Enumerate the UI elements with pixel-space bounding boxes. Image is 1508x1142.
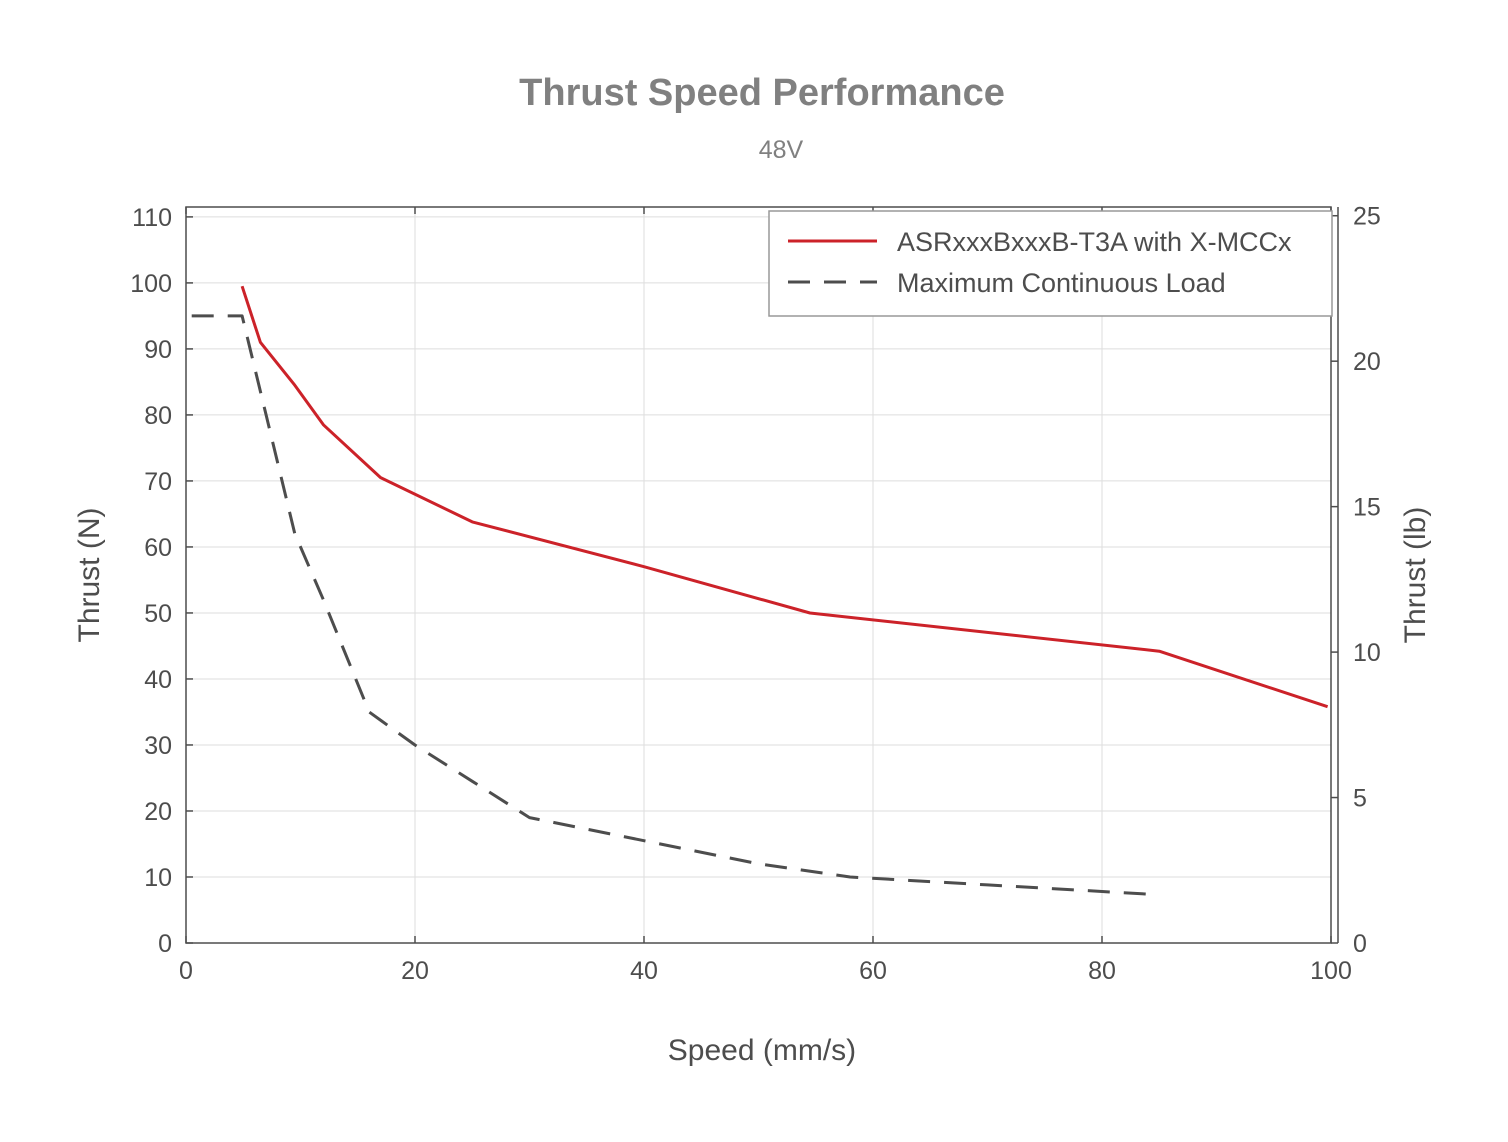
y-tick-label: 90 bbox=[144, 336, 172, 364]
grid-lines bbox=[185, 207, 1332, 944]
y-tick-label: 0 bbox=[158, 930, 172, 958]
y-axis-label: Thrust (N) bbox=[73, 508, 106, 643]
legend-box bbox=[768, 210, 1333, 317]
plot-frame bbox=[185, 206, 1332, 944]
y-tick-label: 50 bbox=[144, 600, 172, 628]
x-tick-label: 40 bbox=[630, 957, 658, 985]
x-tick-label: 20 bbox=[401, 957, 429, 985]
legend-label-series-1: ASRxxxBxxxB-T3A with X-MCCx bbox=[897, 227, 1292, 257]
y-tick-label: 100 bbox=[130, 270, 172, 298]
y-tick-label: 60 bbox=[144, 534, 172, 562]
chart-title: Thrust Speed Performance bbox=[519, 72, 1005, 114]
y-axis-right-label: Thrust (lb) bbox=[1399, 507, 1432, 644]
x-tick-label: 100 bbox=[1310, 957, 1352, 985]
y-right-tick-label: 0 bbox=[1353, 930, 1367, 958]
legend-label-series-2: Maximum Continuous Load bbox=[897, 268, 1226, 298]
y-tick-label: 20 bbox=[144, 798, 172, 826]
series-layer bbox=[191, 285, 1329, 897]
y-right-tick-label: 10 bbox=[1353, 639, 1381, 667]
y-tick-label: 40 bbox=[144, 666, 172, 694]
x-tick-label: 60 bbox=[859, 957, 887, 985]
y-right-tick-label: 25 bbox=[1353, 203, 1381, 231]
y-right-tick-label: 15 bbox=[1353, 494, 1381, 522]
x-tick-label: 0 bbox=[179, 957, 193, 985]
axis-ticks: 0 20 40 60 80 1000102030405060708090100110051… bbox=[130, 203, 1381, 985]
y-tick-label: 10 bbox=[144, 864, 172, 892]
y-tick-label: 80 bbox=[144, 402, 172, 430]
y-tick-label: 110 bbox=[132, 204, 172, 232]
series-line-2 bbox=[191, 314, 1160, 897]
x-axis-label: Speed (mm/s) bbox=[668, 1034, 856, 1067]
series-line-1 bbox=[240, 285, 1329, 709]
chart-subtitle: 48V bbox=[759, 136, 804, 164]
y-tick-label: 30 bbox=[144, 732, 172, 760]
y-right-tick-label: 5 bbox=[1353, 785, 1367, 813]
y-right-tick-label: 20 bbox=[1353, 348, 1381, 376]
y-tick-label: 70 bbox=[144, 468, 172, 496]
legend: ASRxxxBxxxB-T3A with X-MCCx Maximum Cont… bbox=[768, 210, 1333, 317]
x-tick-label: 80 bbox=[1088, 957, 1116, 985]
